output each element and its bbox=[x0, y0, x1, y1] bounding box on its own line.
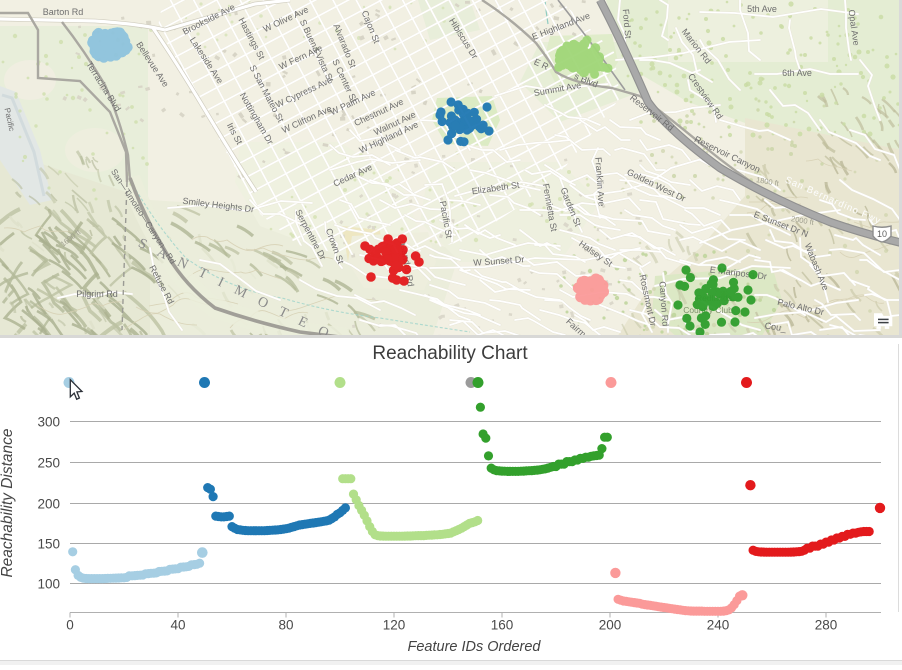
svg-text:250: 250 bbox=[37, 455, 60, 470]
svg-text:Pilgrim Rd: Pilgrim Rd bbox=[76, 289, 118, 299]
svg-text:0: 0 bbox=[66, 618, 74, 633]
svg-text:1800 ft: 1800 ft bbox=[755, 175, 780, 188]
svg-text:5th Ave: 5th Ave bbox=[747, 4, 777, 14]
svg-text:100: 100 bbox=[37, 576, 60, 591]
svg-text:Franklin Ave: Franklin Ave bbox=[593, 157, 606, 207]
svg-text:Feature IDs Ordered: Feature IDs Ordered bbox=[408, 639, 542, 655]
svg-text:Reachability Distance: Reachability Distance bbox=[0, 428, 16, 577]
svg-text:Ford St: Ford St bbox=[621, 9, 634, 40]
svg-text:280: 280 bbox=[815, 618, 838, 633]
svg-text:200: 200 bbox=[37, 496, 60, 511]
svg-text:80: 80 bbox=[278, 618, 293, 633]
svg-text:150: 150 bbox=[37, 536, 60, 551]
svg-text:40: 40 bbox=[170, 618, 185, 633]
svg-text:2000 ft: 2000 ft bbox=[790, 214, 815, 227]
svg-text:Barton Rd: Barton Rd bbox=[43, 7, 84, 17]
svg-text:Country Club: Country Club bbox=[683, 305, 733, 315]
svg-text:10: 10 bbox=[877, 229, 887, 239]
svg-text:200: 200 bbox=[599, 618, 622, 633]
svg-text:Reachability Chart: Reachability Chart bbox=[372, 343, 528, 364]
svg-text:300: 300 bbox=[37, 414, 60, 429]
svg-text:W Sunset Dr: W Sunset Dr bbox=[473, 254, 525, 268]
svg-text:240: 240 bbox=[707, 618, 730, 633]
svg-text:120: 120 bbox=[383, 618, 406, 633]
svg-text:Canyon Rd: Canyon Rd bbox=[657, 281, 670, 327]
svg-text:160: 160 bbox=[491, 618, 514, 633]
svg-text:Cou_: Cou_ bbox=[764, 321, 788, 334]
svg-text:6th Ave: 6th Ave bbox=[782, 68, 812, 78]
